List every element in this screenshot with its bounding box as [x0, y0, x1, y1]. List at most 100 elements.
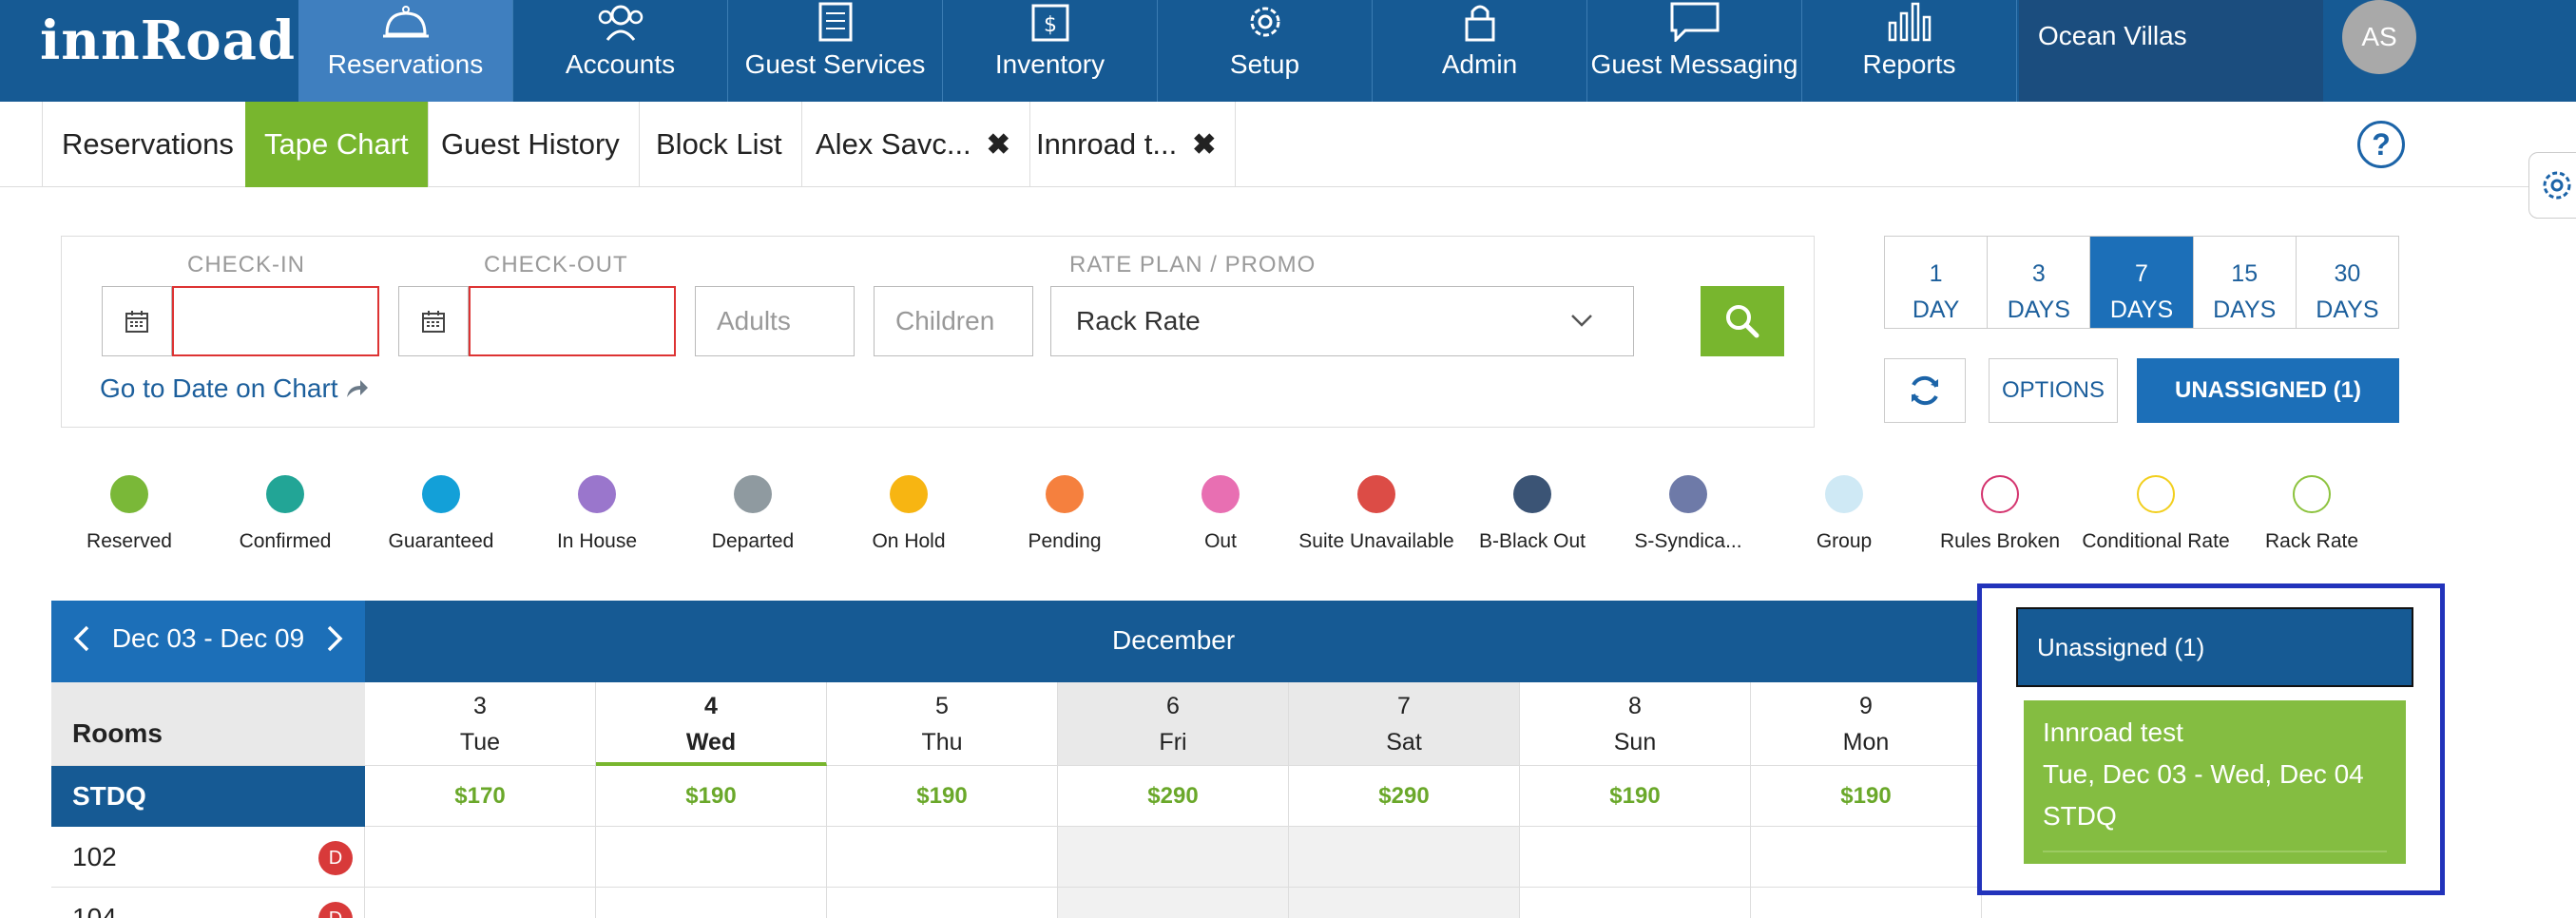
- nav-reports[interactable]: Reports: [1802, 0, 2017, 102]
- checkout-input[interactable]: [469, 286, 676, 356]
- refresh-icon: [1912, 375, 1938, 406]
- rate-plan-select[interactable]: Rack Rate: [1050, 286, 1634, 356]
- date-range-nav: Dec 03 - Dec 09: [51, 601, 365, 682]
- day-3-button[interactable]: 3 DAYS: [1988, 237, 2091, 328]
- nav-admin[interactable]: Admin: [1373, 0, 1587, 102]
- rate-cell[interactable]: $190: [827, 766, 1058, 827]
- user-avatar[interactable]: AS: [2342, 0, 2416, 74]
- innroad-logo[interactable]: innRoad: [40, 10, 297, 72]
- legend-item: Suite Unavailable: [1298, 475, 1454, 553]
- nav-guest-messaging[interactable]: Guest Messaging: [1587, 0, 1802, 102]
- room-day-cell[interactable]: [365, 827, 596, 888]
- settings-gear-icon[interactable]: [2528, 152, 2576, 219]
- legend-label: Conditional Rate: [2082, 530, 2230, 552]
- legend-item: On Hold: [831, 475, 987, 553]
- legend-label: Departed: [711, 530, 795, 552]
- room-day-cell[interactable]: [1289, 827, 1520, 888]
- prev-week-icon[interactable]: [68, 620, 95, 662]
- unassigned-reservation-card[interactable]: Innroad test Tue, Dec 03 - Wed, Dec 04 S…: [2024, 700, 2406, 864]
- nav-reservations[interactable]: Reservations: [298, 0, 513, 102]
- next-week-icon[interactable]: [321, 620, 348, 662]
- close-icon[interactable]: ✖: [986, 128, 1010, 161]
- room-name[interactable]: 104D: [51, 888, 365, 918]
- reservation-room-type: STDQ: [2043, 801, 2117, 831]
- checkin-calendar-icon[interactable]: [102, 286, 172, 356]
- room-day-cell[interactable]: [1289, 888, 1520, 918]
- day-column-header: 8 Sun: [1520, 682, 1751, 766]
- legend-label: Rack Rate: [2264, 530, 2359, 552]
- room-day-cell[interactable]: [1058, 827, 1289, 888]
- checkin-input[interactable]: [172, 286, 379, 356]
- tab-reservations[interactable]: Reservations: [42, 102, 254, 187]
- room-day-cell[interactable]: [827, 827, 1058, 888]
- day-column-header: 4 Wed: [596, 682, 827, 766]
- chevron-down-icon: [1568, 287, 1595, 381]
- day-column-header: 7 Sat: [1289, 682, 1520, 766]
- day-1-button[interactable]: 1 DAY: [1885, 237, 1989, 328]
- go-to-date-link[interactable]: Go to Date on Chart: [100, 373, 370, 404]
- dirty-status-badge: D: [318, 902, 353, 918]
- rate-cell[interactable]: $290: [1058, 766, 1289, 827]
- top-nav: innRoad Reservations Accounts Guest Serv…: [0, 0, 2576, 102]
- tab-tape-chart[interactable]: Tape Chart: [245, 102, 429, 187]
- options-button[interactable]: OPTIONS: [1989, 358, 2118, 423]
- search-panel: CHECK-IN CHECK-OUT RATE PLAN / PROMO Adu…: [61, 236, 1815, 428]
- tab-guest-history[interactable]: Guest History: [422, 102, 640, 187]
- legend-item: In House: [519, 475, 675, 553]
- room-day-cell[interactable]: [1520, 888, 1751, 918]
- reservation-dates: Tue, Dec 03 - Wed, Dec 04: [2043, 759, 2364, 789]
- legend-label: Suite Unavailable: [1298, 530, 1454, 552]
- legend-label: Rules Broken: [1939, 530, 2061, 552]
- children-input[interactable]: Children: [874, 286, 1033, 356]
- clipboard-icon: [728, 0, 942, 42]
- close-icon[interactable]: ✖: [1192, 128, 1217, 161]
- rate-cell[interactable]: $190: [1520, 766, 1751, 827]
- bell-icon: [298, 0, 512, 42]
- unassigned-panel: Unassigned (1) Innroad test Tue, Dec 03 …: [1977, 583, 2445, 895]
- legend-label: Pending: [1028, 530, 1102, 552]
- room-day-cell[interactable]: [596, 888, 827, 918]
- legend-item: Guaranteed: [363, 475, 519, 553]
- checkout-calendar-icon[interactable]: [398, 286, 469, 356]
- property-selector[interactable]: Ocean Villas: [2019, 0, 2323, 102]
- room-day-cell[interactable]: [1751, 827, 1982, 888]
- adults-input[interactable]: Adults: [695, 286, 855, 356]
- tab-alex-savc[interactable]: Alex Savc... ✖: [797, 102, 1030, 187]
- nav-guest-services[interactable]: Guest Services: [728, 0, 943, 102]
- room-name[interactable]: 102 D: [51, 827, 365, 888]
- search-button[interactable]: [1701, 286, 1784, 356]
- tab-block-list[interactable]: Block List: [637, 102, 802, 187]
- legend-label: Out: [1204, 530, 1237, 552]
- legend-dot: [1825, 475, 1863, 513]
- day-30-button[interactable]: 30 DAYS: [2316, 260, 2379, 323]
- share-arrow-icon: [347, 380, 369, 397]
- rate-cell[interactable]: $190: [596, 766, 827, 827]
- unassigned-button[interactable]: UNASSIGNED (1): [2137, 358, 2399, 423]
- legend-dot: [266, 475, 304, 513]
- room-day-cell[interactable]: [1058, 888, 1289, 918]
- legend-label: On Hold: [872, 530, 946, 552]
- room-day-cell[interactable]: [827, 888, 1058, 918]
- day-7-button[interactable]: 7 DAYS: [2090, 237, 2194, 328]
- nav-setup[interactable]: Setup: [1158, 0, 1373, 102]
- rate-cell[interactable]: $190: [1751, 766, 1982, 827]
- room-day-cell[interactable]: [596, 827, 827, 888]
- nav-inventory[interactable]: $ Inventory: [943, 0, 1158, 102]
- legend-dot: [2293, 475, 2331, 513]
- rate-cell[interactable]: $170: [365, 766, 596, 827]
- legend-dot: [890, 475, 928, 513]
- room-day-cell[interactable]: [1520, 827, 1751, 888]
- legend-dot: [2137, 475, 2175, 513]
- refresh-button[interactable]: [1884, 358, 1966, 423]
- reservation-guest-name: Innroad test: [2043, 717, 2183, 747]
- tab-innroad-test[interactable]: Innroad t... ✖: [1017, 102, 1237, 187]
- room-day-cell[interactable]: [1751, 888, 1982, 918]
- unassigned-panel-header: Unassigned (1): [2016, 607, 2413, 687]
- legend-dot: [1201, 475, 1240, 513]
- help-icon[interactable]: ?: [2357, 121, 2405, 168]
- day-15-button[interactable]: 15 DAYS: [2194, 237, 2297, 328]
- nav-accounts[interactable]: Accounts: [513, 0, 728, 102]
- room-day-cell[interactable]: [365, 888, 596, 918]
- room-type-stdq[interactable]: STDQ: [51, 766, 365, 827]
- rate-cell[interactable]: $290: [1289, 766, 1520, 827]
